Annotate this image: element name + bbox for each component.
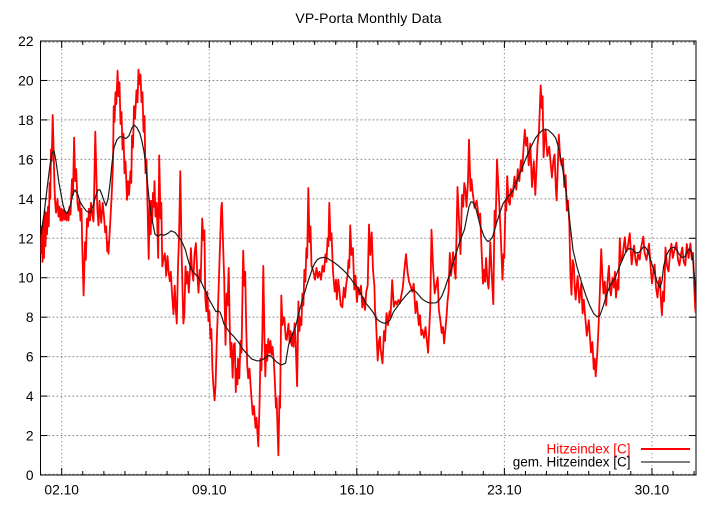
svg-text:22: 22 — [18, 34, 33, 49]
svg-text:23.10: 23.10 — [487, 483, 522, 498]
svg-text:0: 0 — [26, 468, 34, 483]
svg-text:16.10: 16.10 — [340, 483, 375, 498]
svg-text:8: 8 — [26, 310, 34, 325]
svg-text:18: 18 — [18, 113, 34, 128]
svg-text:14: 14 — [18, 192, 34, 207]
svg-text:2: 2 — [26, 429, 34, 444]
svg-text:12: 12 — [18, 231, 33, 246]
svg-text:16: 16 — [18, 152, 34, 167]
svg-text:Hitzeindex [C]: Hitzeindex [C] — [546, 442, 630, 457]
svg-text:30.10: 30.10 — [635, 483, 670, 498]
svg-text:09.10: 09.10 — [192, 483, 227, 498]
svg-text:VP-Porta Monthly Data: VP-Porta Monthly Data — [295, 10, 441, 26]
svg-text:gem. Hitzeindex [C]: gem. Hitzeindex [C] — [513, 455, 631, 470]
svg-text:02.10: 02.10 — [44, 483, 79, 498]
svg-text:10: 10 — [18, 271, 34, 286]
svg-text:20: 20 — [18, 74, 34, 89]
svg-text:6: 6 — [26, 350, 34, 365]
svg-text:4: 4 — [26, 389, 34, 404]
